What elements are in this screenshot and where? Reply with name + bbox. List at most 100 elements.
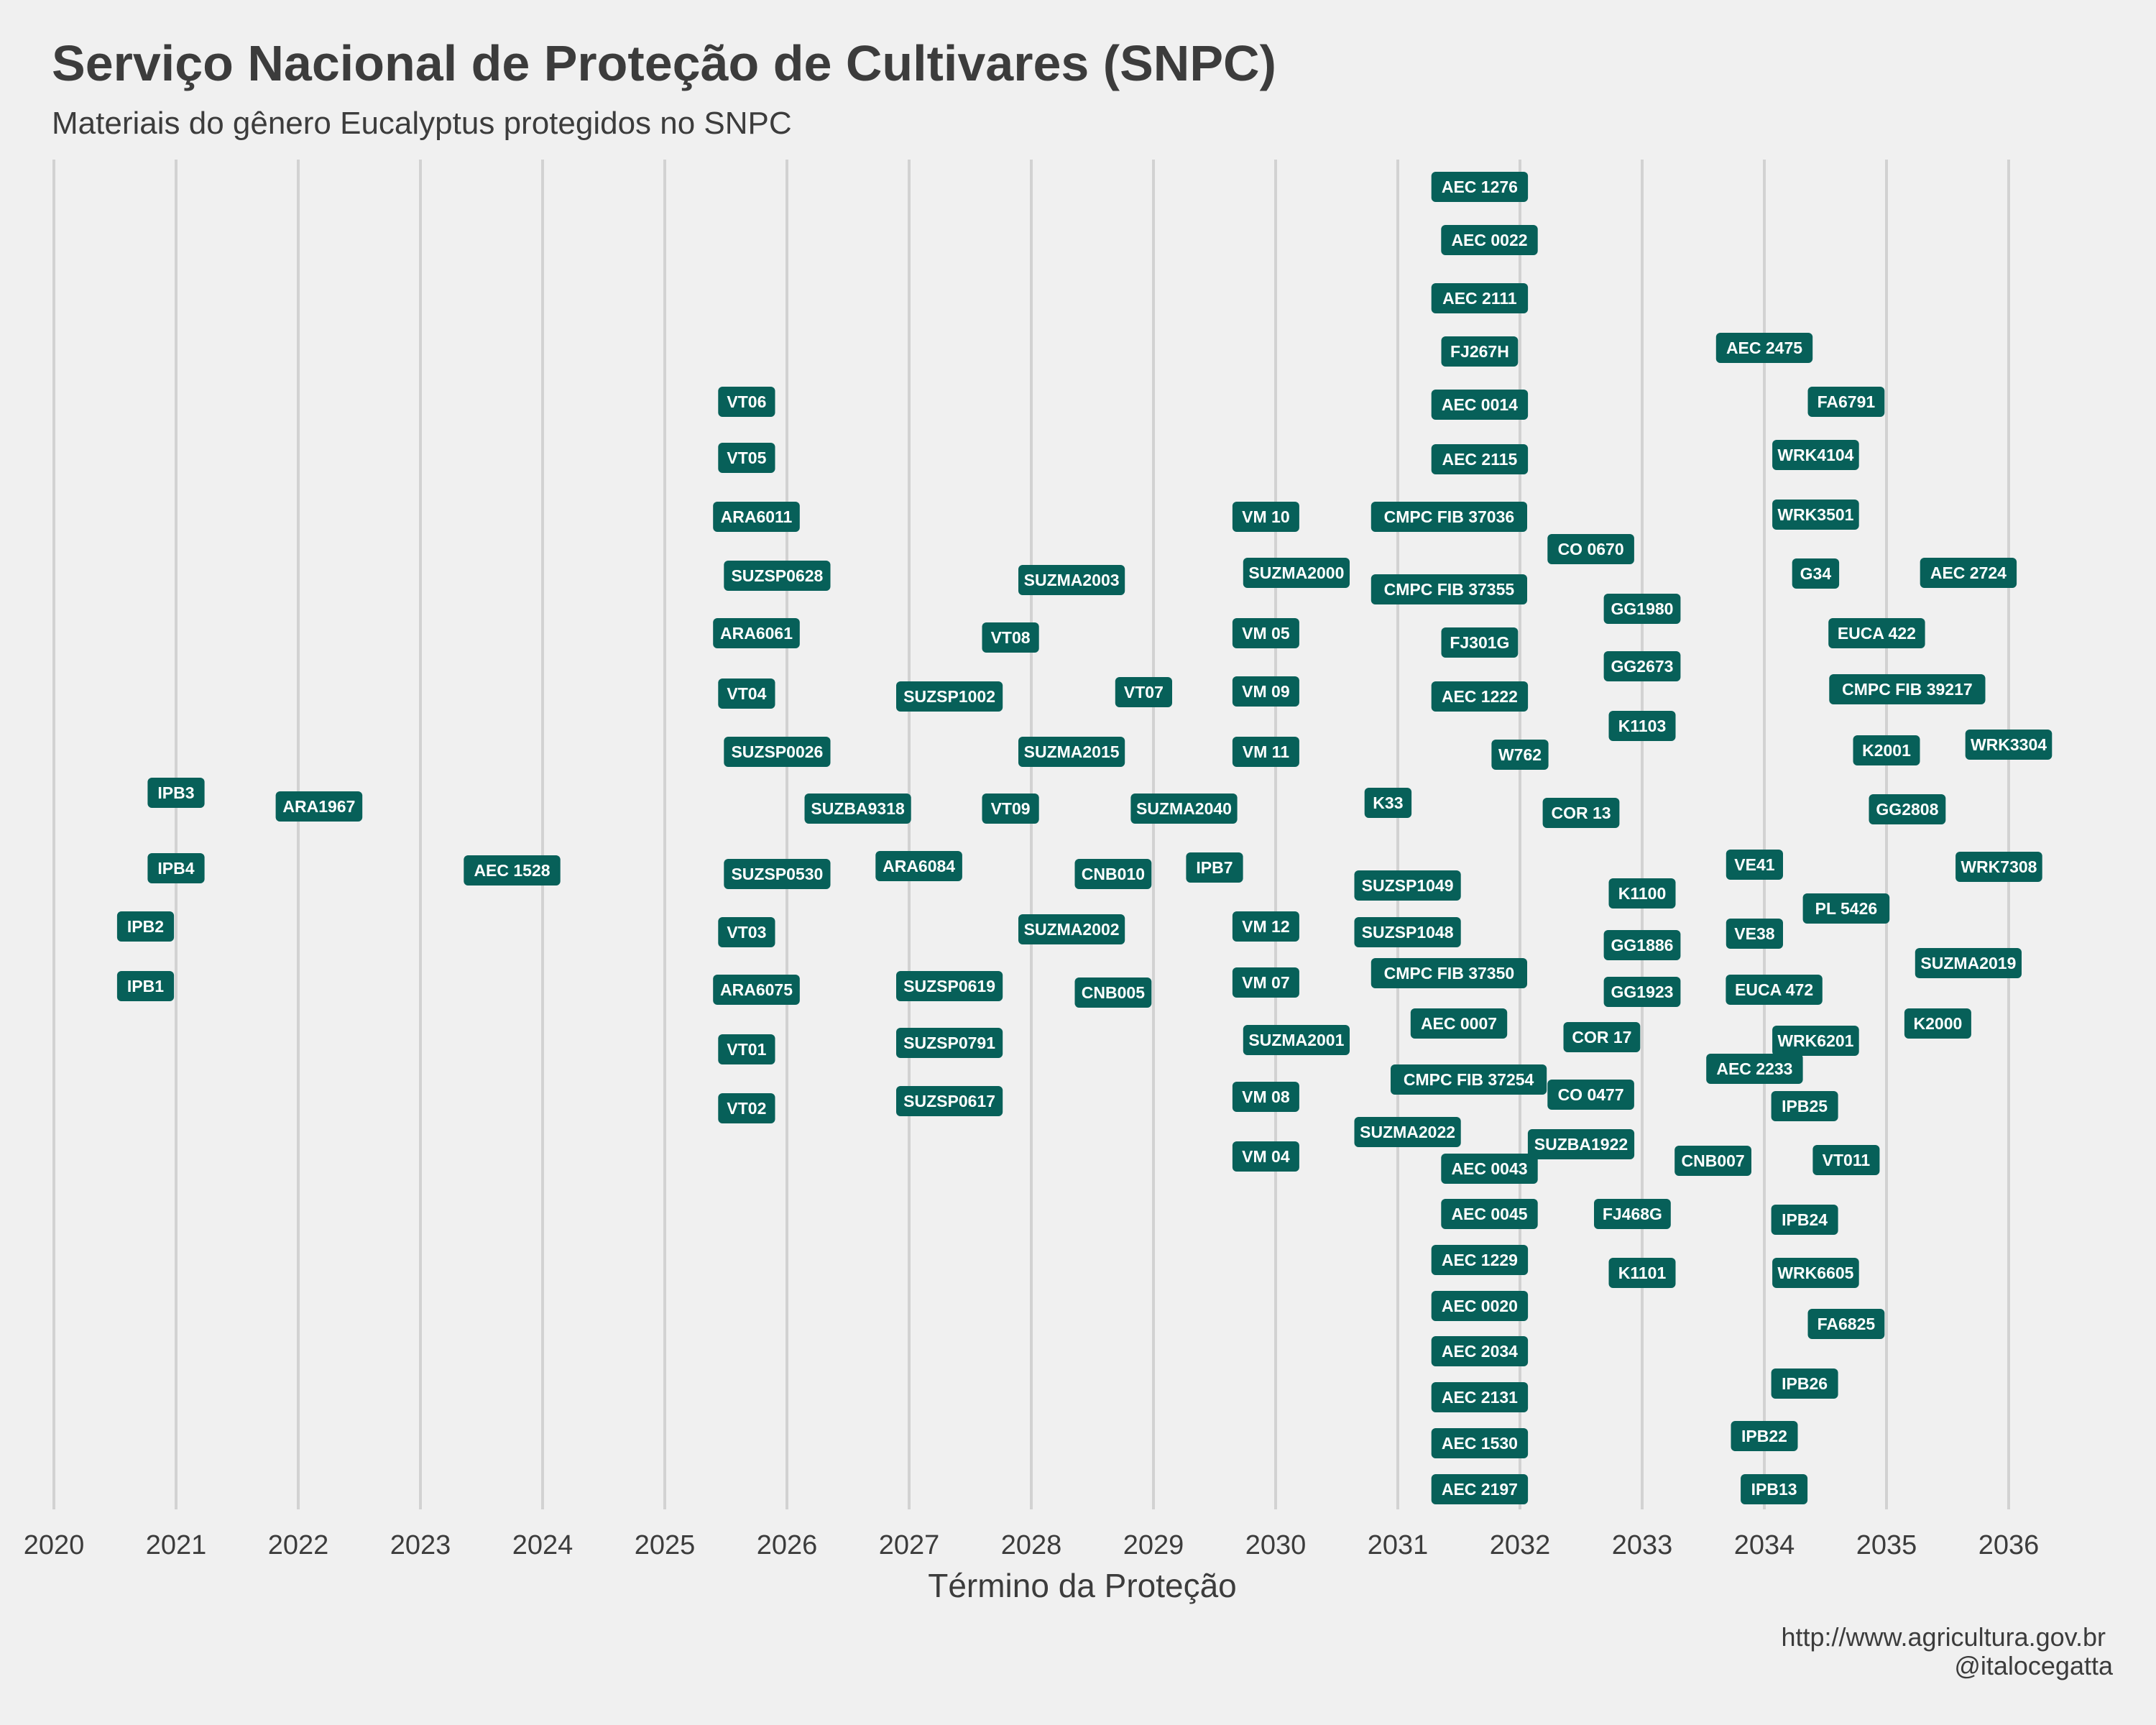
data-label: PL 5426 bbox=[1802, 893, 1890, 924]
data-label: AEC 2111 bbox=[1431, 283, 1529, 313]
data-label: IPB13 bbox=[1741, 1474, 1808, 1504]
data-label: IPB2 bbox=[116, 911, 175, 942]
data-label: CO 0670 bbox=[1547, 534, 1634, 564]
data-label-box bbox=[1232, 502, 1299, 532]
data-label-box bbox=[1771, 1205, 1838, 1235]
data-label: EUCA 422 bbox=[1828, 618, 1925, 648]
data-label-text: SUZBA1922 bbox=[1534, 1135, 1628, 1154]
data-label: IPB1 bbox=[116, 971, 175, 1001]
data-label-box bbox=[1608, 1258, 1676, 1288]
data-label-box bbox=[1243, 1025, 1350, 1055]
data-label-box bbox=[116, 911, 175, 942]
data-label: G34 bbox=[1792, 558, 1840, 589]
data-label-box bbox=[1608, 878, 1676, 908]
data-label-box bbox=[1904, 1008, 1971, 1039]
data-label: K1103 bbox=[1608, 711, 1676, 741]
data-label-box bbox=[982, 622, 1039, 653]
data-label: VT05 bbox=[718, 443, 775, 473]
data-label-text: SUZSP0628 bbox=[731, 566, 823, 585]
data-label-text: VT011 bbox=[1823, 1151, 1871, 1169]
data-label-box bbox=[718, 1034, 775, 1064]
data-label-box bbox=[982, 794, 1039, 824]
data-label: WRK6605 bbox=[1772, 1258, 1859, 1288]
data-label-text: PL 5426 bbox=[1815, 899, 1878, 918]
data-label-text: CNB005 bbox=[1082, 983, 1145, 1002]
data-label-box bbox=[1674, 1146, 1751, 1176]
data-label: EUCA 472 bbox=[1726, 975, 1823, 1005]
data-label: SUZSP1002 bbox=[896, 681, 1003, 712]
data-label-box bbox=[1441, 1199, 1538, 1229]
data-label-box bbox=[713, 618, 800, 648]
data-label: VE38 bbox=[1726, 919, 1783, 949]
data-label-box bbox=[1364, 788, 1412, 818]
data-label-text: AEC 2115 bbox=[1442, 450, 1517, 469]
data-label: AEC 2115 bbox=[1431, 444, 1529, 474]
data-labels: AEC 1276 AEC 0022 AEC 2111 FJ267H AEC 0014 AE… bbox=[116, 172, 2053, 1504]
data-label: SUZSP0791 bbox=[896, 1028, 1003, 1058]
data-label-text: SUZSP1002 bbox=[903, 687, 995, 706]
data-label-text: WRK3304 bbox=[1971, 735, 2047, 754]
data-label: SUZSP0628 bbox=[724, 561, 831, 591]
data-label-text: AEC 2724 bbox=[1930, 564, 2007, 582]
data-label-text: VE41 bbox=[1734, 855, 1774, 874]
data-label-text: VT07 bbox=[1124, 683, 1164, 702]
data-label-text: SUZSP0619 bbox=[903, 977, 995, 995]
data-label-box bbox=[718, 917, 775, 947]
data-label-box bbox=[1915, 948, 2022, 978]
data-label-box bbox=[724, 561, 831, 591]
x-tick-label: 2034 bbox=[1734, 1530, 1795, 1560]
data-label-text: IPB7 bbox=[1196, 858, 1233, 877]
data-label-box bbox=[1370, 502, 1527, 532]
data-label-text: AEC 2034 bbox=[1442, 1342, 1518, 1361]
data-label-box bbox=[147, 778, 205, 808]
data-label-text: SUZMA2022 bbox=[1360, 1123, 1455, 1141]
data-label-text: K2001 bbox=[1862, 741, 1911, 760]
data-label: SUZMA2019 bbox=[1915, 948, 2022, 978]
data-label-text: GG1980 bbox=[1611, 599, 1674, 618]
data-label: VM 04 bbox=[1232, 1141, 1299, 1172]
data-label-text: AEC 0045 bbox=[1451, 1205, 1527, 1223]
data-label-text: AEC 1276 bbox=[1442, 178, 1518, 196]
data-label-text: FJ301G bbox=[1450, 633, 1509, 652]
data-label: VT08 bbox=[982, 622, 1039, 653]
data-label-text: K1100 bbox=[1618, 884, 1667, 903]
data-label-box bbox=[1431, 1336, 1529, 1366]
chart-title: Serviço Nacional de Proteção de Cultivar… bbox=[52, 35, 1276, 91]
data-label-text: EUCA 422 bbox=[1838, 624, 1916, 643]
data-label-box bbox=[1726, 850, 1783, 880]
data-label-box bbox=[1807, 1309, 1885, 1339]
data-label-box bbox=[1391, 1064, 1547, 1095]
data-label-text: ARA6084 bbox=[883, 857, 955, 875]
data-label: AEC 1222 bbox=[1431, 681, 1529, 712]
data-label: WRK4104 bbox=[1772, 440, 1859, 470]
data-label-box bbox=[1771, 1091, 1838, 1121]
x-tick-label: 2028 bbox=[1001, 1530, 1062, 1560]
data-label-text: VT04 bbox=[727, 684, 766, 703]
data-label-box bbox=[1370, 574, 1527, 604]
data-label: AEC 2233 bbox=[1706, 1054, 1803, 1084]
data-label: AEC 2475 bbox=[1715, 333, 1813, 363]
data-label-text: IPB4 bbox=[157, 859, 194, 878]
data-label: GG1923 bbox=[1603, 977, 1681, 1007]
data-label: WRK6201 bbox=[1772, 1026, 1859, 1056]
data-label-text: WRK7308 bbox=[1961, 857, 2037, 876]
data-label-text: SUZSP0791 bbox=[903, 1034, 995, 1052]
data-label-box bbox=[1354, 870, 1461, 901]
data-label: SUZMA2002 bbox=[1018, 914, 1125, 944]
data-label-box bbox=[1706, 1054, 1803, 1084]
data-label: CMPC FIB 37350 bbox=[1370, 958, 1527, 988]
data-label: WRK3304 bbox=[1965, 730, 2053, 760]
data-label-box bbox=[1354, 917, 1461, 947]
data-label: K1101 bbox=[1608, 1258, 1676, 1288]
data-label-box bbox=[1074, 978, 1152, 1008]
data-label: CNB010 bbox=[1074, 859, 1152, 889]
x-tick-label: 2021 bbox=[146, 1530, 207, 1560]
data-label-text: G34 bbox=[1800, 564, 1832, 583]
data-label-box bbox=[1130, 794, 1238, 824]
data-label-text: CNB010 bbox=[1082, 865, 1145, 883]
data-label-box bbox=[1441, 225, 1538, 255]
data-label: SUZSP1048 bbox=[1354, 917, 1461, 947]
data-label: SUZSP0619 bbox=[896, 971, 1003, 1001]
data-label: IPB26 bbox=[1771, 1368, 1838, 1399]
data-label-text: CMPC FIB 39217 bbox=[1842, 680, 1973, 699]
